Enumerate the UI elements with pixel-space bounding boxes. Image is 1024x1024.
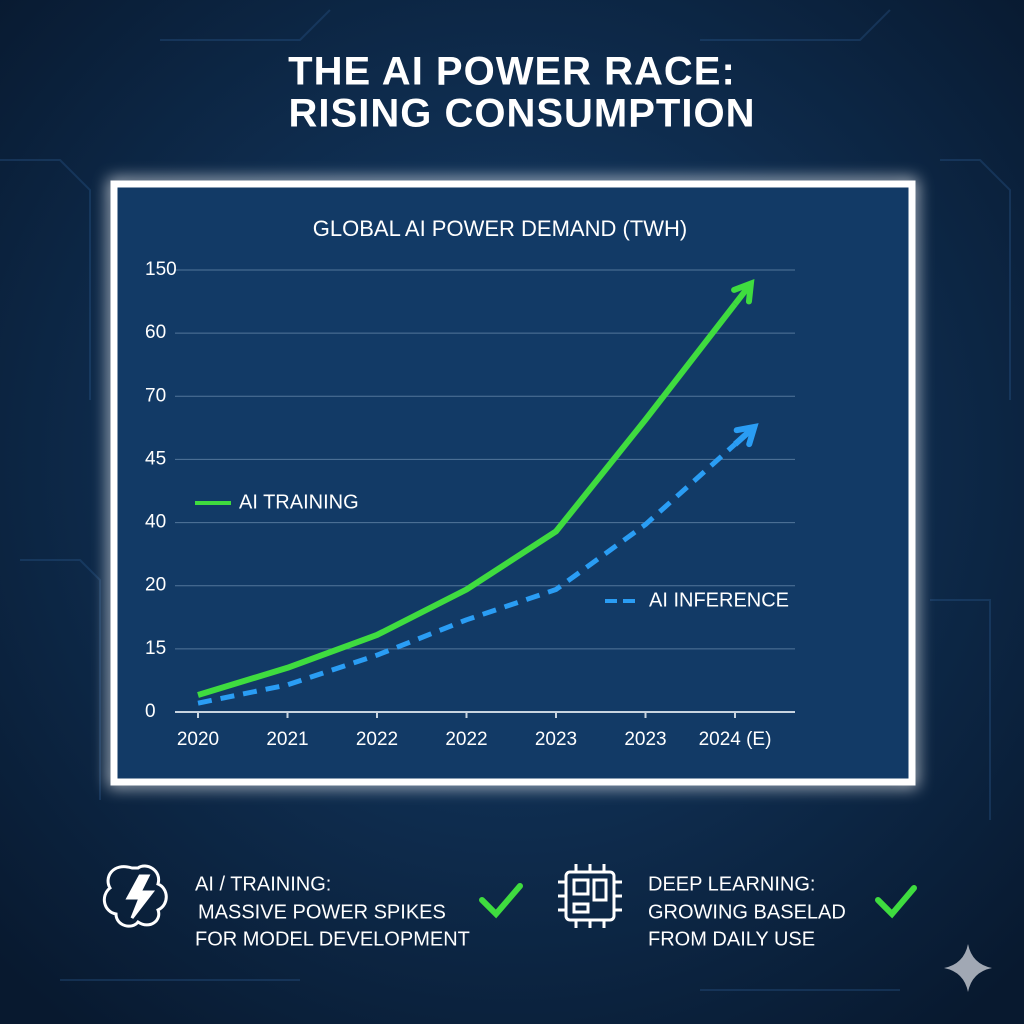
brain-icon	[102, 864, 168, 928]
feature-text: FROM DAILY USE	[648, 928, 815, 950]
feature-text: GROWING BASELAD	[648, 901, 846, 923]
title-line: THE AI POWER RACE:	[288, 50, 736, 94]
arrow-head	[733, 423, 759, 448]
y-tick-label: 20	[145, 575, 166, 596]
x-tick-label: 2023	[624, 729, 666, 750]
chart-frame	[110, 180, 916, 786]
arrow-head	[731, 279, 755, 305]
feature-2: DEEP LEARNING: GROWING BASELAD FROM DAIL…	[558, 864, 917, 950]
feature-heading: DEEP LEARNING:	[648, 873, 815, 895]
sparkle-icon	[944, 944, 992, 992]
y-tick-label: 15	[145, 638, 166, 659]
plot: 0 15 20 40 45 70 60 150 2020 2021 2022 2022 2023 2023…	[145, 259, 795, 750]
x-tick-label: 2022	[445, 729, 487, 750]
data-line	[197, 302, 738, 698]
chart-title: GLOBAL AI POWER DEMAND (TWH)	[313, 216, 687, 241]
y-tick-label: 70	[145, 385, 166, 406]
feature-1: AI / TRAINING: MASSIVE POWER SPIKES FOR …	[102, 864, 523, 950]
legend-label: AI TRAINING	[239, 491, 359, 513]
y-tick-label: 40	[145, 512, 166, 533]
data-line	[197, 442, 737, 706]
legend-label: AI INFERENCE	[649, 589, 789, 611]
circuit-pattern	[0, 9, 1011, 991]
x-tick-label: 2022	[356, 729, 398, 750]
check-icon	[875, 885, 917, 919]
x-tick-label: 2020	[177, 729, 219, 750]
feature-text: MASSIVE POWER SPIKES	[198, 901, 446, 923]
y-tick-label: 45	[145, 448, 166, 469]
y-tick-label: 0	[145, 701, 156, 722]
chip-icon	[558, 864, 622, 928]
y-tick-label: 60	[145, 322, 166, 343]
x-tick-label: 2023	[535, 729, 577, 750]
title-line: RISING CONSUMPTION	[289, 92, 756, 136]
x-tick-label: 2021	[266, 729, 308, 750]
feature-text: FOR MODEL DEVELOPMENT	[195, 928, 470, 950]
check-icon	[479, 883, 523, 919]
x-tick-label: 2024 (E)	[699, 729, 772, 750]
y-tick-label: 150	[145, 259, 177, 280]
feature-heading: AI / TRAINING:	[195, 873, 331, 895]
